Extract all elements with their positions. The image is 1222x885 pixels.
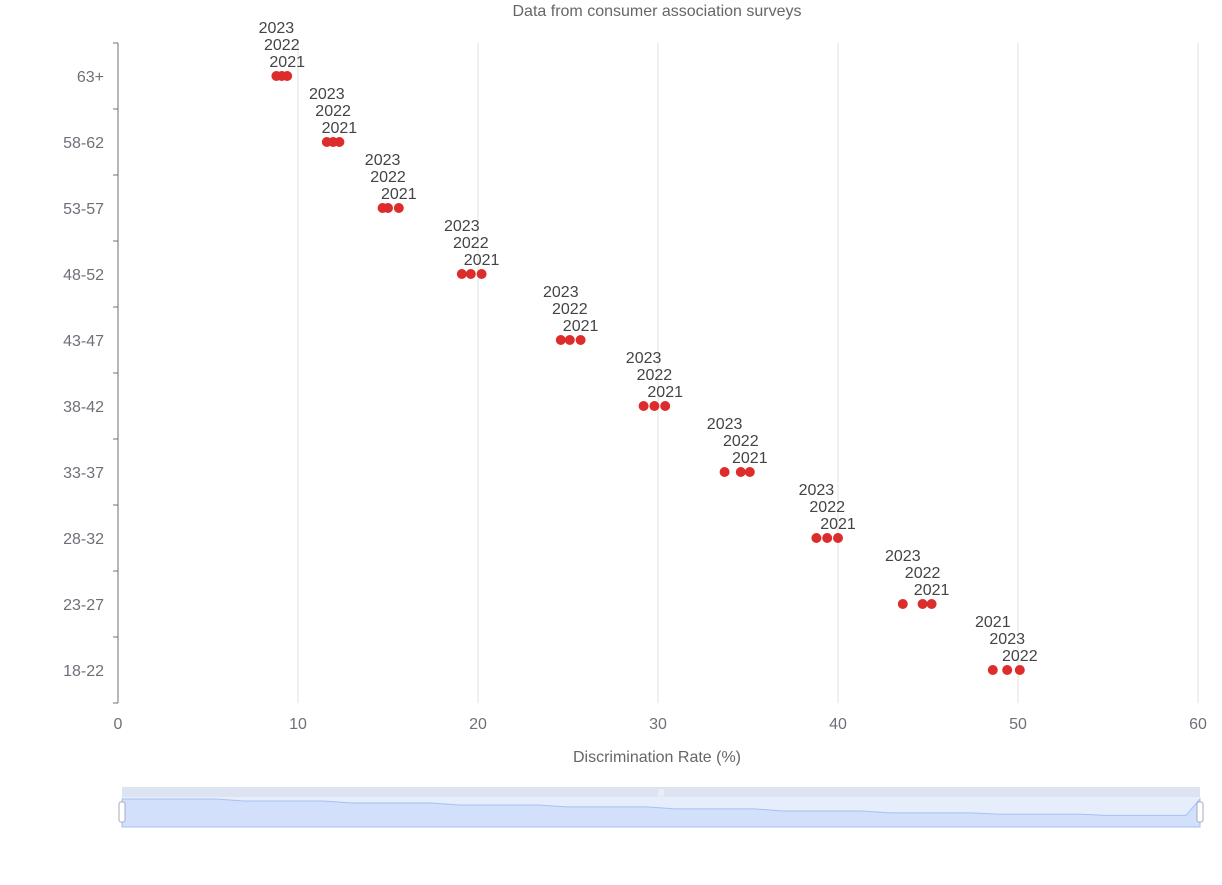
data-point-2022 (822, 533, 833, 543)
data-label-2021: 2021 (914, 582, 950, 599)
y-tick-label: 58-62 (63, 135, 104, 152)
data-label-2021: 2021 (269, 54, 305, 71)
data-point-2022 (735, 467, 746, 477)
data-point-2021 (476, 269, 487, 279)
data-label-2023: 2023 (259, 20, 295, 37)
y-tick-label: 18-22 (63, 663, 104, 680)
data-label-2021: 2021 (647, 384, 683, 401)
data-point-2021 (660, 401, 671, 411)
data-label-2023: 2023 (799, 482, 835, 499)
data-label-2022: 2022 (315, 103, 351, 120)
data-label-2021: 2021 (322, 120, 358, 137)
chart-title: Data from consumer association surveys (513, 3, 802, 20)
y-tick-label: 48-52 (63, 267, 104, 284)
data-label-2022: 2022 (552, 301, 588, 318)
data-point-2023 (638, 401, 649, 411)
data-label-2022: 2022 (723, 433, 759, 450)
data-point-2023 (719, 467, 730, 477)
data-point-2022 (465, 269, 476, 279)
data-label-2023: 2023 (989, 631, 1025, 648)
data-label-2022: 2022 (809, 499, 845, 516)
data-point-2022 (649, 401, 660, 411)
x-tick-label: 20 (469, 716, 487, 733)
x-tick-label: 30 (649, 716, 667, 733)
x-tick-label: 0 (114, 716, 123, 733)
data-label-2023: 2023 (626, 350, 662, 367)
data-point-2023 (811, 533, 822, 543)
y-tick-label: 43-47 (63, 333, 104, 350)
data-label-2021: 2021 (381, 186, 417, 203)
x-tick-label: 60 (1189, 716, 1207, 733)
data-label-2023: 2023 (707, 416, 743, 433)
y-tick-label: 53-57 (63, 201, 104, 218)
y-tick-label: 33-37 (63, 465, 104, 482)
data-label-2023: 2023 (365, 152, 401, 169)
data-zoom-preview-area (121, 797, 1201, 828)
data-zoom-move-bar[interactable] (122, 787, 1200, 797)
data-point-2021 (987, 665, 998, 675)
data-point-2021 (744, 467, 755, 477)
data-point-2023 (897, 599, 908, 609)
data-point-2023 (1002, 665, 1013, 675)
data-point-2021 (393, 203, 404, 213)
data-label-2022: 2022 (264, 37, 300, 54)
data-label-2022: 2022 (905, 565, 941, 582)
data-point-2022 (1014, 665, 1025, 675)
y-tick-label: 23-27 (63, 597, 104, 614)
x-tick-label: 50 (1009, 716, 1027, 733)
data-point-2022 (564, 335, 575, 345)
y-tick-label: 38-42 (63, 399, 104, 416)
x-tick-label: 10 (289, 716, 307, 733)
data-point-2021 (334, 137, 345, 147)
data-point-2021 (926, 599, 937, 609)
data-zoom-handle-left[interactable] (118, 801, 126, 823)
y-tick-label: 63+ (77, 69, 104, 86)
x-tick-label: 40 (829, 716, 847, 733)
data-point-2023 (456, 269, 467, 279)
data-zoom-handle-right[interactable] (1196, 801, 1204, 823)
data-point-2021 (575, 335, 586, 345)
data-label-2021: 2021 (732, 450, 768, 467)
data-label-2023: 2023 (543, 284, 579, 301)
data-label-2023: 2023 (309, 86, 345, 103)
data-point-2023 (555, 335, 566, 345)
data-label-2023: 2023 (444, 218, 480, 235)
data-label-2021: 2021 (820, 516, 856, 533)
data-label-2022: 2022 (453, 235, 489, 252)
y-tick-label: 28-32 (63, 531, 104, 548)
data-label-2022: 2022 (637, 367, 673, 384)
data-zoom-grip[interactable]: ||| (658, 788, 664, 797)
data-label-2023: 2023 (885, 548, 921, 565)
data-label-2021: 2021 (975, 614, 1011, 631)
data-point-2021 (282, 71, 293, 81)
data-point-2022 (917, 599, 928, 609)
data-label-2022: 2022 (1002, 648, 1038, 665)
data-label-2021: 2021 (563, 318, 599, 335)
data-zoom-slider[interactable]: ||| (118, 787, 1204, 828)
data-label-2022: 2022 (370, 169, 406, 186)
x-axis-label: Discrimination Rate (%) (573, 749, 741, 766)
data-point-2022 (383, 203, 393, 213)
data-point-2021 (833, 533, 843, 543)
data-label-2021: 2021 (464, 252, 500, 269)
